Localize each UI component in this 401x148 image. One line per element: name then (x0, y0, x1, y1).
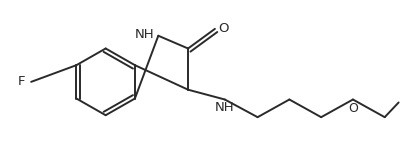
Text: O: O (217, 22, 228, 35)
Text: NH: NH (134, 28, 154, 41)
Text: O: O (347, 102, 357, 115)
Text: F: F (18, 75, 25, 88)
Text: NH: NH (215, 102, 234, 114)
